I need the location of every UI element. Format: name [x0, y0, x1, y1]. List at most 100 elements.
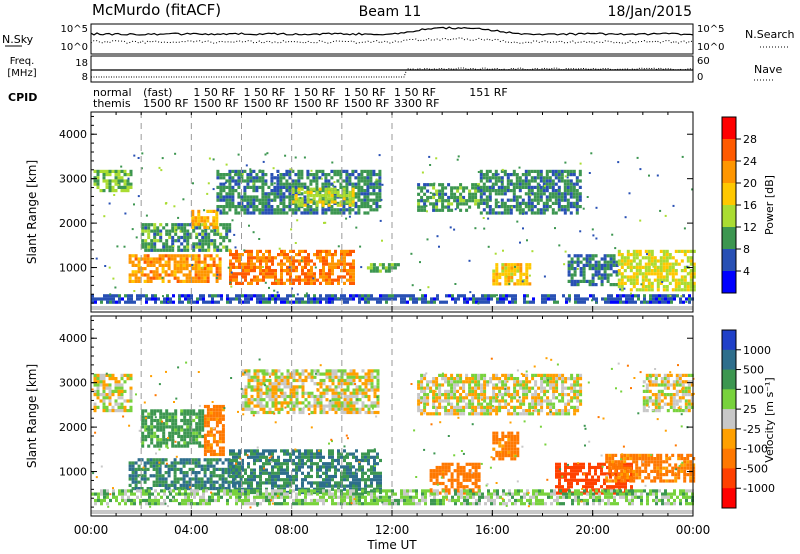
range-cell	[430, 297, 433, 301]
range-cell	[259, 484, 262, 488]
range-cell	[156, 226, 160, 230]
range-cell	[310, 369, 314, 373]
range-cell	[325, 262, 328, 266]
range-cell	[274, 294, 277, 298]
range-cell	[195, 232, 199, 236]
range-cell	[358, 385, 362, 389]
range-cell	[468, 192, 472, 196]
range-cell	[292, 249, 295, 253]
range-cell	[530, 176, 534, 180]
range-cell	[244, 481, 247, 485]
noise-left-tick-top: 10^5	[61, 24, 88, 35]
range-cell	[438, 192, 442, 196]
range-cell	[154, 300, 157, 304]
range-cell	[373, 468, 376, 472]
range-cell	[153, 248, 157, 252]
range-cell	[185, 273, 189, 277]
range-cell	[297, 187, 301, 191]
range-cell	[336, 173, 340, 177]
range-cell	[488, 176, 492, 180]
range-cell	[351, 197, 355, 201]
range-cell	[486, 412, 490, 416]
range-cell	[635, 278, 639, 282]
range-cell	[510, 266, 514, 270]
range-cell	[378, 263, 382, 267]
range-cell	[438, 402, 442, 406]
range-cell	[307, 281, 310, 285]
range-cell	[447, 396, 451, 400]
range-cell	[650, 269, 654, 273]
range-cell	[412, 294, 415, 298]
range-cell	[357, 189, 361, 193]
range-cell	[208, 157, 211, 160]
range-cell	[297, 200, 301, 204]
range-cell	[265, 369, 269, 373]
range-cell	[286, 484, 289, 488]
range-cell	[325, 385, 329, 389]
range-cell	[514, 265, 516, 268]
range-cell	[159, 428, 163, 432]
range-cell	[429, 380, 433, 384]
noise-sky-label: N.Sky	[2, 33, 34, 46]
range-cell	[557, 201, 561, 205]
range-cell	[588, 283, 592, 287]
range-cell	[152, 458, 156, 462]
range-cell	[494, 198, 498, 202]
range-cell	[352, 382, 356, 386]
range-cell	[522, 272, 526, 276]
range-cell	[206, 270, 210, 274]
range-cell	[594, 270, 598, 274]
range-cell	[206, 461, 210, 465]
range-cell	[215, 487, 219, 491]
range-cell	[250, 484, 253, 488]
range-cell	[420, 377, 424, 381]
range-cell	[270, 211, 274, 215]
range-cell	[366, 182, 370, 186]
range-cell	[505, 294, 508, 298]
range-cell	[183, 428, 187, 432]
range-cell	[342, 197, 346, 201]
range-cell	[235, 297, 238, 301]
range-cell	[179, 477, 183, 481]
date-title: 18/Jan/2015	[608, 4, 692, 20]
range-cell	[280, 375, 284, 379]
range-cell	[252, 176, 256, 180]
range-cell	[576, 260, 580, 264]
range-cell	[488, 169, 492, 173]
range-cell	[174, 412, 178, 416]
range-cell	[325, 404, 329, 408]
range-cell	[187, 300, 190, 304]
range-cell	[376, 410, 380, 415]
range-cell	[155, 276, 159, 280]
cpid-mode-line2: 1500 RF	[294, 97, 339, 110]
range-cell	[123, 179, 127, 183]
range-cell	[282, 182, 286, 186]
range-cell	[545, 198, 549, 202]
range-cell	[192, 438, 196, 442]
range-cell	[215, 458, 219, 462]
range-cell	[258, 211, 262, 215]
range-cell	[465, 380, 469, 384]
range-cell	[186, 242, 190, 246]
range-cell	[616, 294, 619, 298]
range-cell	[295, 259, 298, 263]
range-cell	[146, 467, 150, 471]
range-cell	[432, 186, 436, 190]
range-cell	[319, 407, 323, 411]
range-cell	[191, 461, 195, 465]
range-cell	[216, 176, 220, 180]
range-cell	[376, 462, 379, 466]
range-cell	[298, 407, 302, 411]
range-cell	[219, 232, 223, 236]
range-cell	[316, 481, 319, 485]
cpid-mode-line1: (fast)	[143, 86, 172, 99]
range-cell	[268, 372, 272, 376]
range-cell	[162, 242, 166, 246]
range-cell	[216, 229, 220, 233]
range-cell	[450, 195, 454, 200]
range-cell	[366, 185, 370, 189]
range-cell	[471, 199, 475, 203]
range-cell	[184, 297, 187, 301]
